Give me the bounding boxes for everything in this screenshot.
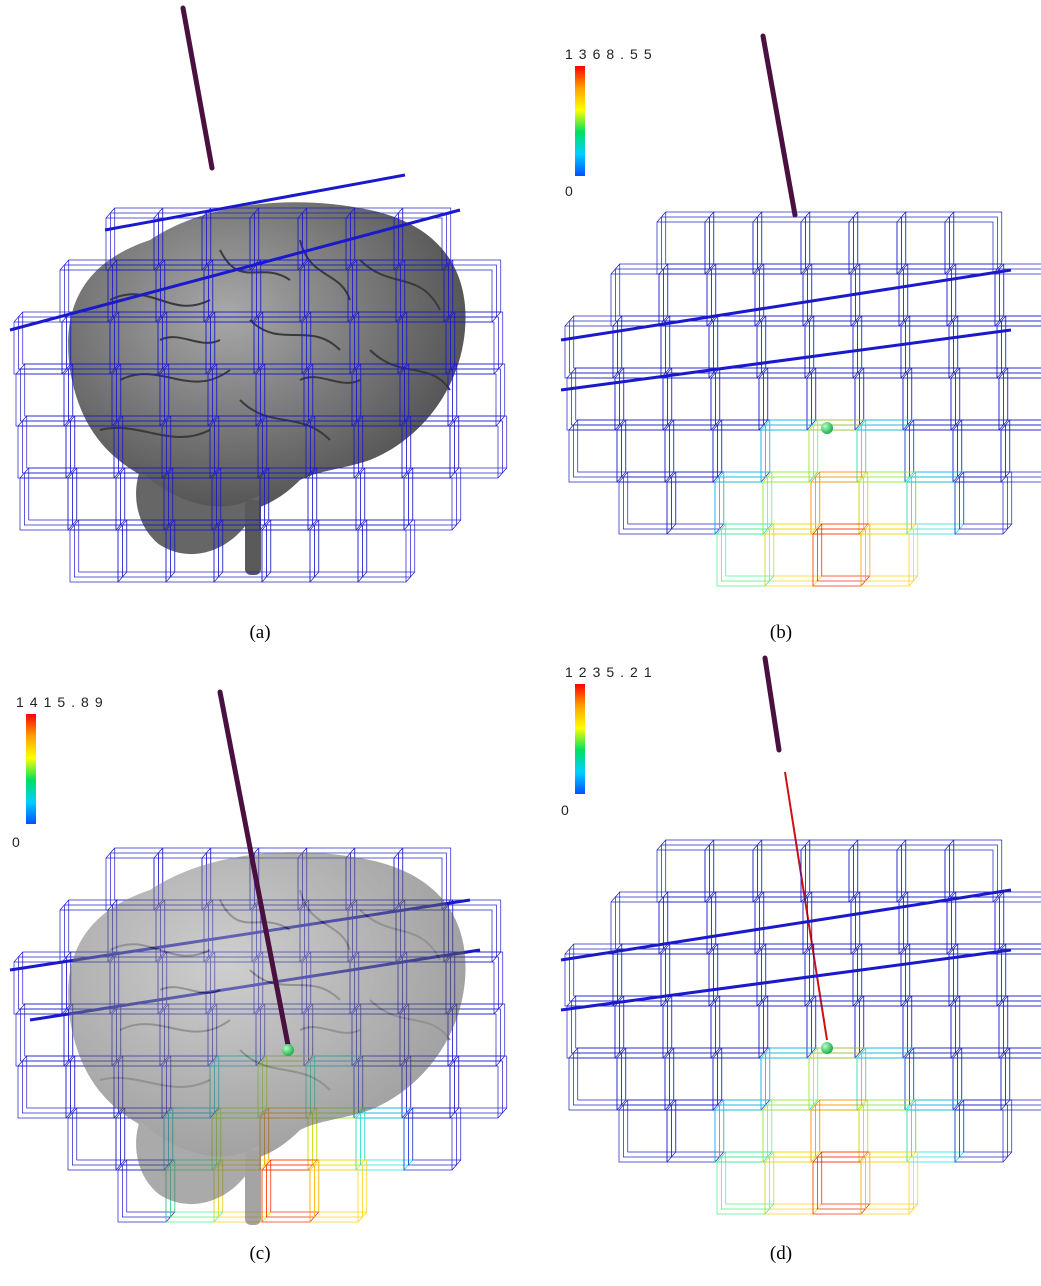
- brain-model: [68, 202, 466, 575]
- panel-b: 1368.55 0: [521, 0, 1041, 636]
- caption-a: (a): [249, 622, 271, 643]
- wireframe-grid: [9, 173, 508, 583]
- needle-path: [784, 771, 828, 1041]
- caption-b: (b): [769, 622, 793, 643]
- panel-a: [0, 0, 520, 636]
- needle: [180, 5, 215, 171]
- target-marker: [821, 422, 833, 434]
- field-grid: [560, 839, 1041, 1215]
- field-render-b: [560, 33, 1041, 587]
- needle: [217, 689, 291, 1048]
- panel-d: 1235.21 0: [521, 650, 1041, 1286]
- needle: [762, 655, 782, 753]
- needle: [760, 33, 798, 218]
- colorbar-min-label: 0: [565, 183, 573, 199]
- brain-model-transparent: [68, 852, 466, 1225]
- colorbar: [26, 714, 36, 824]
- colorbar-max-label: 1235.21: [565, 664, 658, 680]
- panel-c: 1415.89 0: [0, 650, 520, 1286]
- colorbar: [575, 66, 585, 176]
- brain-field-render-c: [9, 689, 508, 1225]
- caption-c: (c): [249, 1243, 271, 1264]
- colorbar-max-label: 1415.89: [16, 694, 109, 710]
- target-marker: [821, 1042, 833, 1054]
- field-render-d: [560, 655, 1041, 1215]
- colorbar-max-label: 1368.55: [565, 46, 658, 62]
- brain-render-a: [9, 5, 508, 583]
- field-grid: [560, 211, 1041, 587]
- target-marker: [282, 1044, 294, 1056]
- colorbar-min-label: 0: [561, 802, 569, 818]
- colorbar-min-label: 0: [12, 834, 20, 850]
- caption-d: (d): [769, 1243, 793, 1264]
- colorbar: [575, 684, 585, 794]
